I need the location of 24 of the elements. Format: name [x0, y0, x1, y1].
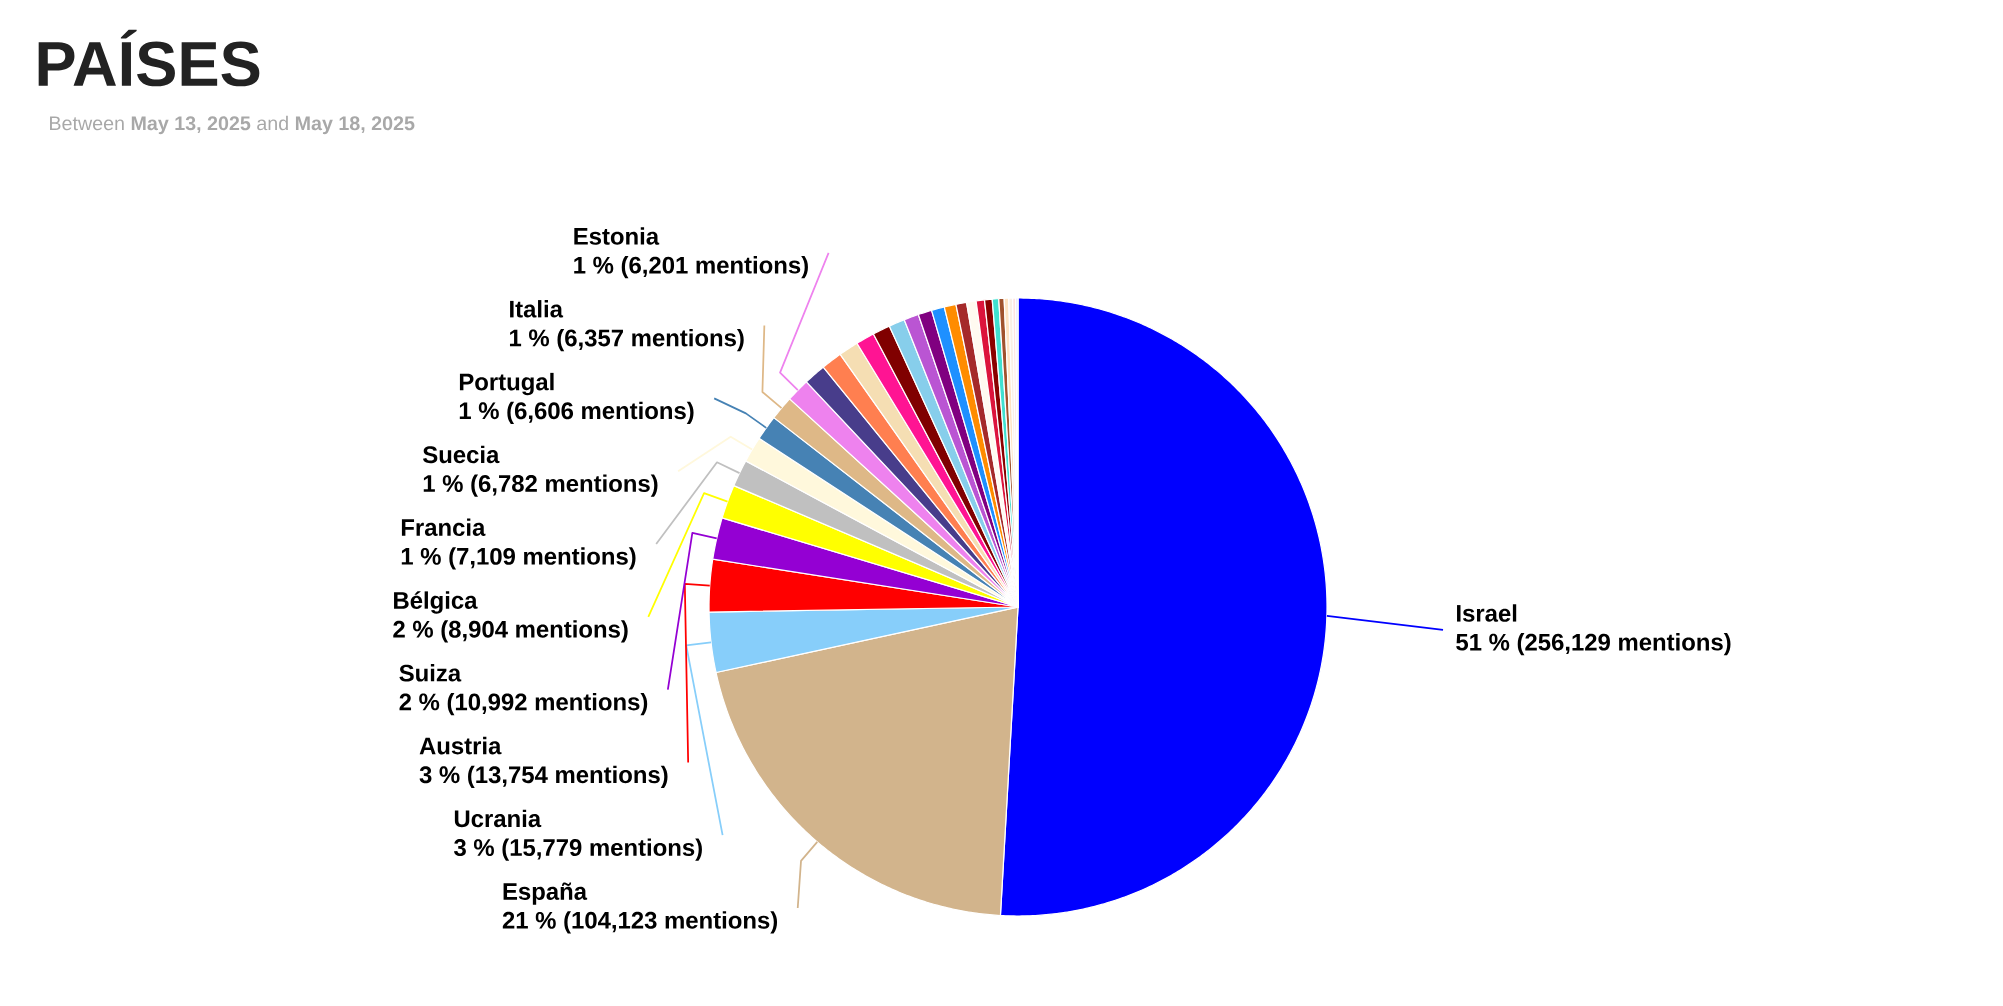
slice-label: Bélgica — [394, 591, 478, 614]
slice-label: Ucrania — [454, 809, 542, 828]
slice-label: Francia — [401, 518, 486, 536]
data-label: 1 % (6,606 mentions) — [459, 401, 694, 424]
slice-label: Suiza — [399, 664, 462, 682]
data-label: 1 % (6,782 mentions) — [423, 474, 658, 497]
data-label: 3 % (15,779 mentions) — [454, 838, 702, 861]
data-label: 1 % (6,201 mentions) — [574, 256, 808, 279]
data-label: 2 % (10,992 mentions) — [399, 692, 648, 716]
chart-title: PAÍSES — [38, 29, 260, 87]
slice-label: España — [503, 882, 588, 905]
data-label: 21 % (104,123 mentions) — [502, 911, 778, 934]
slice-label: Austria — [419, 736, 502, 755]
data-label: 1 % (6,357 mentions) — [509, 328, 744, 352]
slice-label: Estonia — [574, 227, 660, 245]
slice-label: Portugal — [459, 372, 554, 396]
slice-label: Suecia — [423, 445, 500, 464]
slice-label: Italia — [510, 300, 564, 318]
data-label: 2 % (8,904 mentions) — [393, 620, 628, 643]
data-label: 1 % (7,109 mentions) — [401, 547, 636, 570]
slice-label: Israel — [1457, 604, 1517, 622]
data-label: 3 % (13,754 mentions) — [419, 765, 668, 788]
data-label: 51 % (256,129 mentions) — [1456, 633, 1731, 656]
text: Between May 13, 2025 and May 18, 2025 — [50, 115, 415, 135]
